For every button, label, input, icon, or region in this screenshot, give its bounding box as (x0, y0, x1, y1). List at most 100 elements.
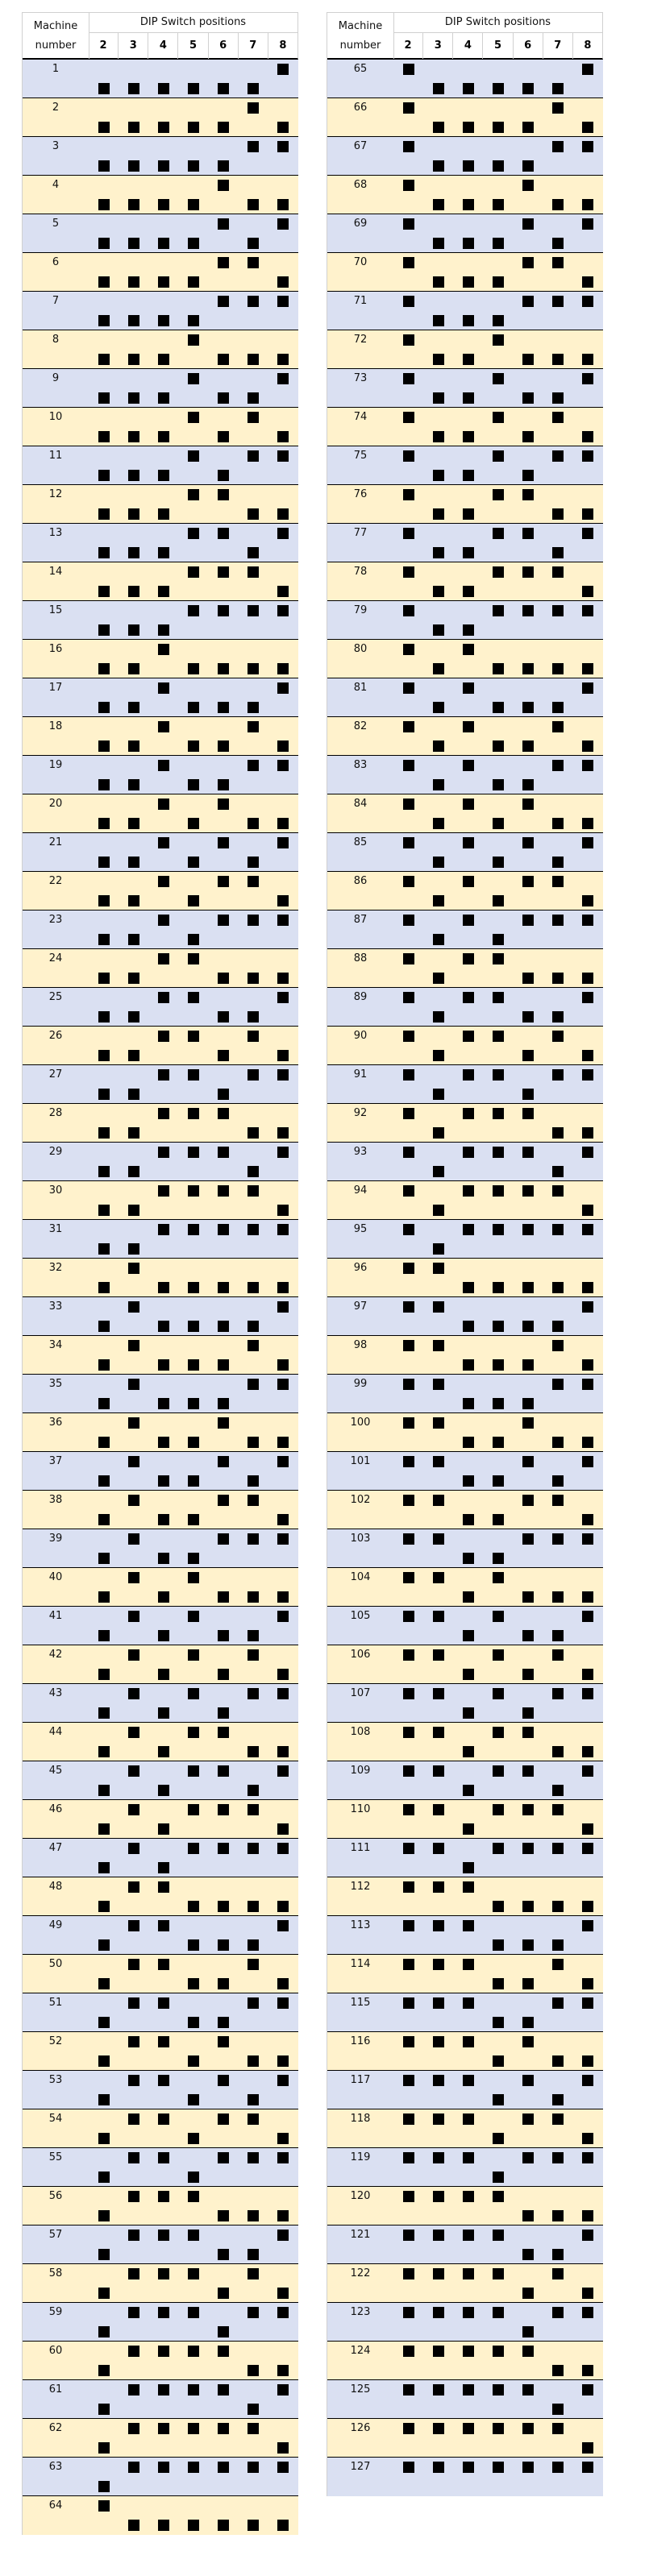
machine-number: 53 (48, 2074, 63, 2086)
switch-off-marker (492, 199, 504, 210)
table-row: 1 (23, 60, 298, 98)
switch-on-marker (582, 1765, 594, 1777)
machine-number: 72 (353, 334, 368, 346)
switch-on-marker (582, 1920, 594, 1931)
switch-on-marker (492, 1688, 504, 1699)
switch-cell-8 (573, 601, 603, 639)
switch-cell-3 (423, 1839, 453, 1877)
switch-cell-7 (239, 1993, 268, 2031)
switch-positions (89, 446, 298, 484)
switch-on-marker (522, 1495, 535, 1506)
switch-cell-5 (483, 1336, 513, 1374)
switch-cell-8 (268, 1413, 298, 1451)
switch-cell-8 (573, 1645, 603, 1683)
switch-off-marker (127, 431, 139, 442)
switch-on-marker (432, 1533, 444, 1545)
switch-on-marker (127, 2423, 139, 2434)
switch-off-marker (218, 1707, 230, 1719)
switch-on-marker (522, 605, 535, 616)
switch-positions (393, 1684, 603, 1722)
table-row: 42 (23, 1645, 298, 1684)
switch-cell-4 (453, 2109, 483, 2147)
switch-cell-7 (543, 2264, 573, 2302)
switch-off-marker (98, 1166, 110, 1177)
switch-positions (89, 562, 298, 600)
switch-cell-3 (423, 756, 453, 794)
switch-cell-2 (89, 1181, 119, 1219)
switch-cell-5 (483, 872, 513, 910)
switch-cell-7 (543, 988, 573, 1026)
switch-cell-3 (119, 1568, 148, 1606)
switch-cell-4 (453, 292, 483, 330)
switch-cell-4 (148, 1027, 178, 1064)
table-row: 33 (23, 1297, 298, 1336)
switch-off-marker (218, 1591, 230, 1603)
switch-positions (89, 1065, 298, 1103)
switch-on-marker (127, 1263, 139, 1274)
switch-cell-2 (393, 2187, 423, 2225)
switch-positions (393, 872, 603, 910)
switch-on-marker (127, 1688, 139, 1699)
table-row: 106 (327, 1645, 603, 1684)
switch-cell-2 (393, 1529, 423, 1567)
switch-cell-2 (393, 2148, 423, 2186)
switch-off-marker (218, 702, 230, 713)
switch-on-marker (432, 1765, 444, 1777)
switch-positions (89, 98, 298, 136)
switch-on-marker (277, 1069, 289, 1081)
switch-positions (393, 176, 603, 214)
switch-on-marker (552, 102, 564, 114)
switch-off-marker (582, 1669, 594, 1680)
switch-cell-3 (423, 1645, 453, 1683)
switch-on-marker (492, 1765, 504, 1777)
switch-on-marker (552, 1185, 564, 1197)
switch-off-marker (522, 392, 535, 404)
switch-on-marker (187, 1804, 199, 1815)
switch-off-marker (582, 2442, 594, 2454)
switch-on-marker (582, 1688, 594, 1699)
switch-cell-6 (514, 98, 543, 136)
machine-number: 42 (48, 1649, 63, 1661)
switch-off-marker (157, 1785, 169, 1796)
switch-on-marker (277, 682, 289, 694)
switch-cell-3 (423, 833, 453, 871)
switch-off-marker (492, 160, 504, 172)
switch-cell-3 (423, 60, 453, 97)
machine-number: 55 (48, 2151, 63, 2163)
switch-positions (89, 1684, 298, 1722)
switch-off-marker (552, 1939, 564, 1951)
switch-cell-8 (268, 2187, 298, 2225)
switch-cell-3 (119, 1336, 148, 1374)
switch-off-marker (187, 276, 199, 288)
switch-cell-7 (543, 2458, 573, 2496)
switch-cell-2 (89, 717, 119, 755)
switch-cell-2 (393, 2264, 423, 2302)
switch-cell-6 (209, 949, 239, 987)
switch-cell-4 (148, 408, 178, 446)
switch-cell-7 (239, 1375, 268, 1412)
switch-off-marker (462, 1591, 474, 1603)
switch-positions (89, 1375, 298, 1412)
switch-cell-3 (119, 1645, 148, 1683)
machine-number: 92 (353, 1107, 368, 1119)
switch-cell-4 (453, 1143, 483, 1180)
switch-cell-6 (514, 292, 543, 330)
switch-off-marker (127, 1205, 139, 1216)
switch-off-marker (462, 1359, 474, 1371)
switch-off-marker (492, 857, 504, 868)
switch-on-marker (218, 218, 230, 230)
switch-cell-6 (209, 1027, 239, 1064)
switch-cell-5 (178, 1800, 208, 1838)
switch-cell-2 (393, 1297, 423, 1335)
switch-on-marker (248, 296, 260, 307)
switch-cell-7 (543, 137, 573, 175)
switch-on-marker (402, 1069, 414, 1081)
switch-cell-6 (209, 2264, 239, 2302)
switch-on-marker (277, 1688, 289, 1699)
switch-cell-6 (514, 562, 543, 600)
switch-on-marker (127, 1920, 139, 1931)
switch-cell-8 (268, 1452, 298, 1490)
switch-on-marker (157, 2307, 169, 2318)
switch-cell-8 (573, 408, 603, 446)
table-row: 4 (23, 176, 298, 214)
